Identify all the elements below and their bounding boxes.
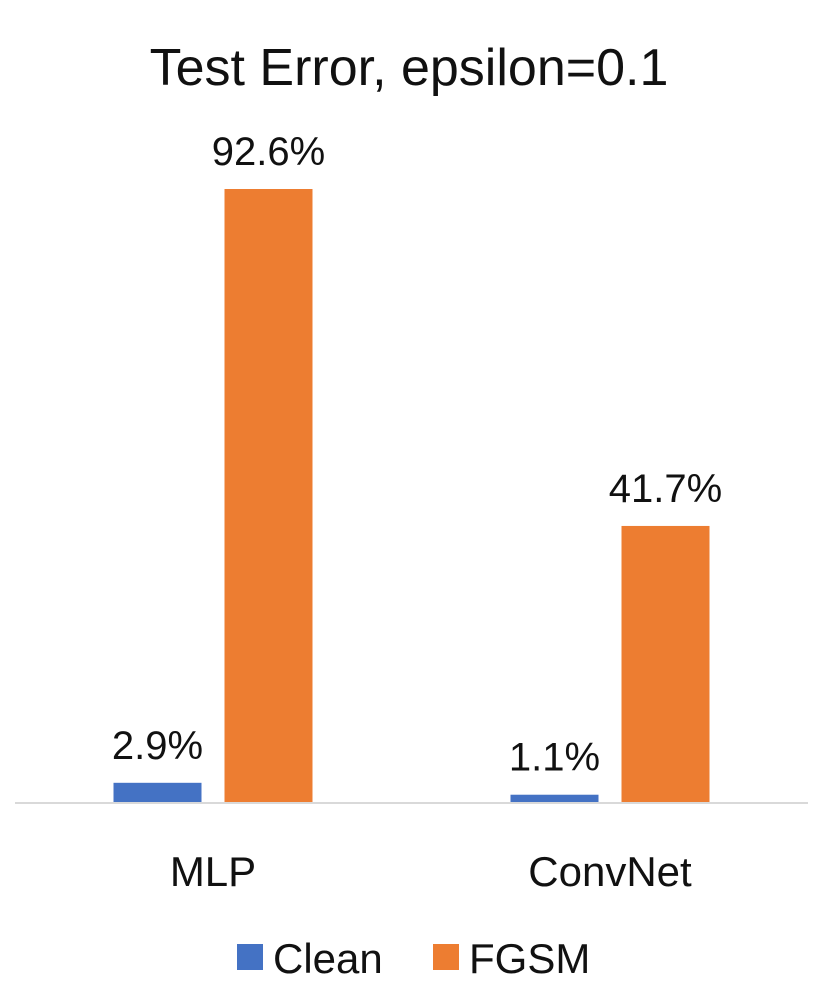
legend-swatch-clean [237, 944, 263, 970]
legend-label-clean: Clean [273, 935, 383, 982]
data-label-clean-mlp: 2.9% [112, 724, 203, 768]
category-label-mlp: MLP [170, 848, 256, 895]
bar-clean-convnet [510, 794, 599, 802]
legend-label-fgsm: FGSM [469, 935, 590, 982]
bar-fgsm-convnet [621, 525, 710, 802]
category-label-convnet: ConvNet [528, 848, 692, 895]
data-label-clean-convnet: 1.1% [509, 736, 600, 780]
plot-area: 2.9% 92.6% MLP 1.1% 41.7% ConvNet [112, 130, 722, 895]
bar-clean-mlp [113, 782, 202, 802]
data-label-fgsm-convnet: 41.7% [609, 467, 722, 511]
legend: Clean FGSM [237, 935, 590, 982]
chart-title: Test Error, epsilon=0.1 [150, 39, 669, 97]
legend-swatch-fgsm [433, 944, 459, 970]
bar-fgsm-mlp [224, 189, 313, 802]
data-label-fgsm-mlp: 92.6% [212, 130, 325, 174]
